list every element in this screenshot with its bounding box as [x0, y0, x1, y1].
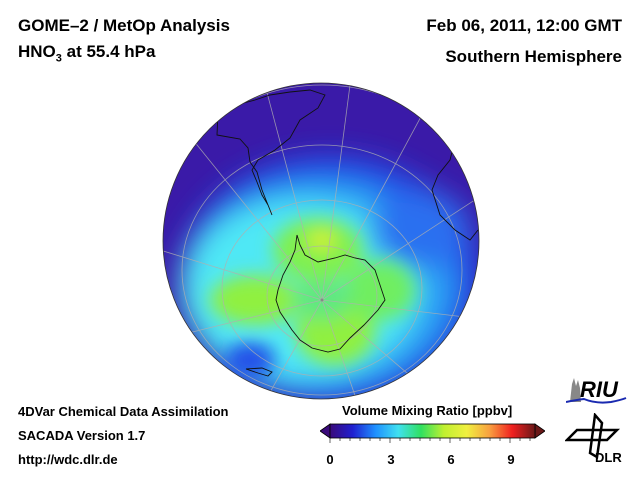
species-level-title: HNO3 at 55.4 hPa: [18, 42, 155, 64]
colorbar-tick-0: 0: [326, 452, 334, 467]
website-link[interactable]: http://wdc.dlr.de: [18, 452, 118, 467]
colorbar-title: Volume Mixing Ratio [ppbv]: [342, 403, 513, 418]
species-subscript: 3: [55, 52, 62, 65]
colorbar: [320, 423, 545, 443]
south-america-coast: [216, 89, 326, 216]
hemisphere-label: Southern Hemisphere: [445, 47, 622, 66]
dlr-logo: DLR: [565, 413, 622, 465]
pressure-level: at 55.4 hPa: [61, 42, 156, 61]
south-pole-marker: [320, 298, 324, 302]
colorbar-tick-3: 3: [387, 452, 395, 467]
colorbar-max-arrow: [534, 423, 545, 439]
method-label: 4DVar Chemical Data Assimilation: [18, 404, 229, 419]
new-zealand-coast: [245, 367, 273, 377]
colorbar-gradient: [329, 423, 536, 439]
svg-text:DLR: DLR: [595, 450, 622, 465]
riu-logo: RIU: [566, 377, 627, 404]
version-label: SACADA Version 1.7: [18, 428, 146, 443]
analysis-date: Feb 06, 2011, 12:00 GMT: [426, 16, 622, 35]
antarctica-coast: [275, 234, 386, 353]
svg-text:RIU: RIU: [580, 377, 619, 402]
colorbar-tick-6: 6: [447, 452, 455, 467]
globe-outline: [162, 82, 480, 400]
species-name: HNO: [18, 42, 56, 61]
colorbar-tick-9: 9: [507, 452, 515, 467]
product-title: GOME–2 / MetOp Analysis: [18, 16, 230, 35]
colorbar-min-arrow: [320, 423, 331, 439]
